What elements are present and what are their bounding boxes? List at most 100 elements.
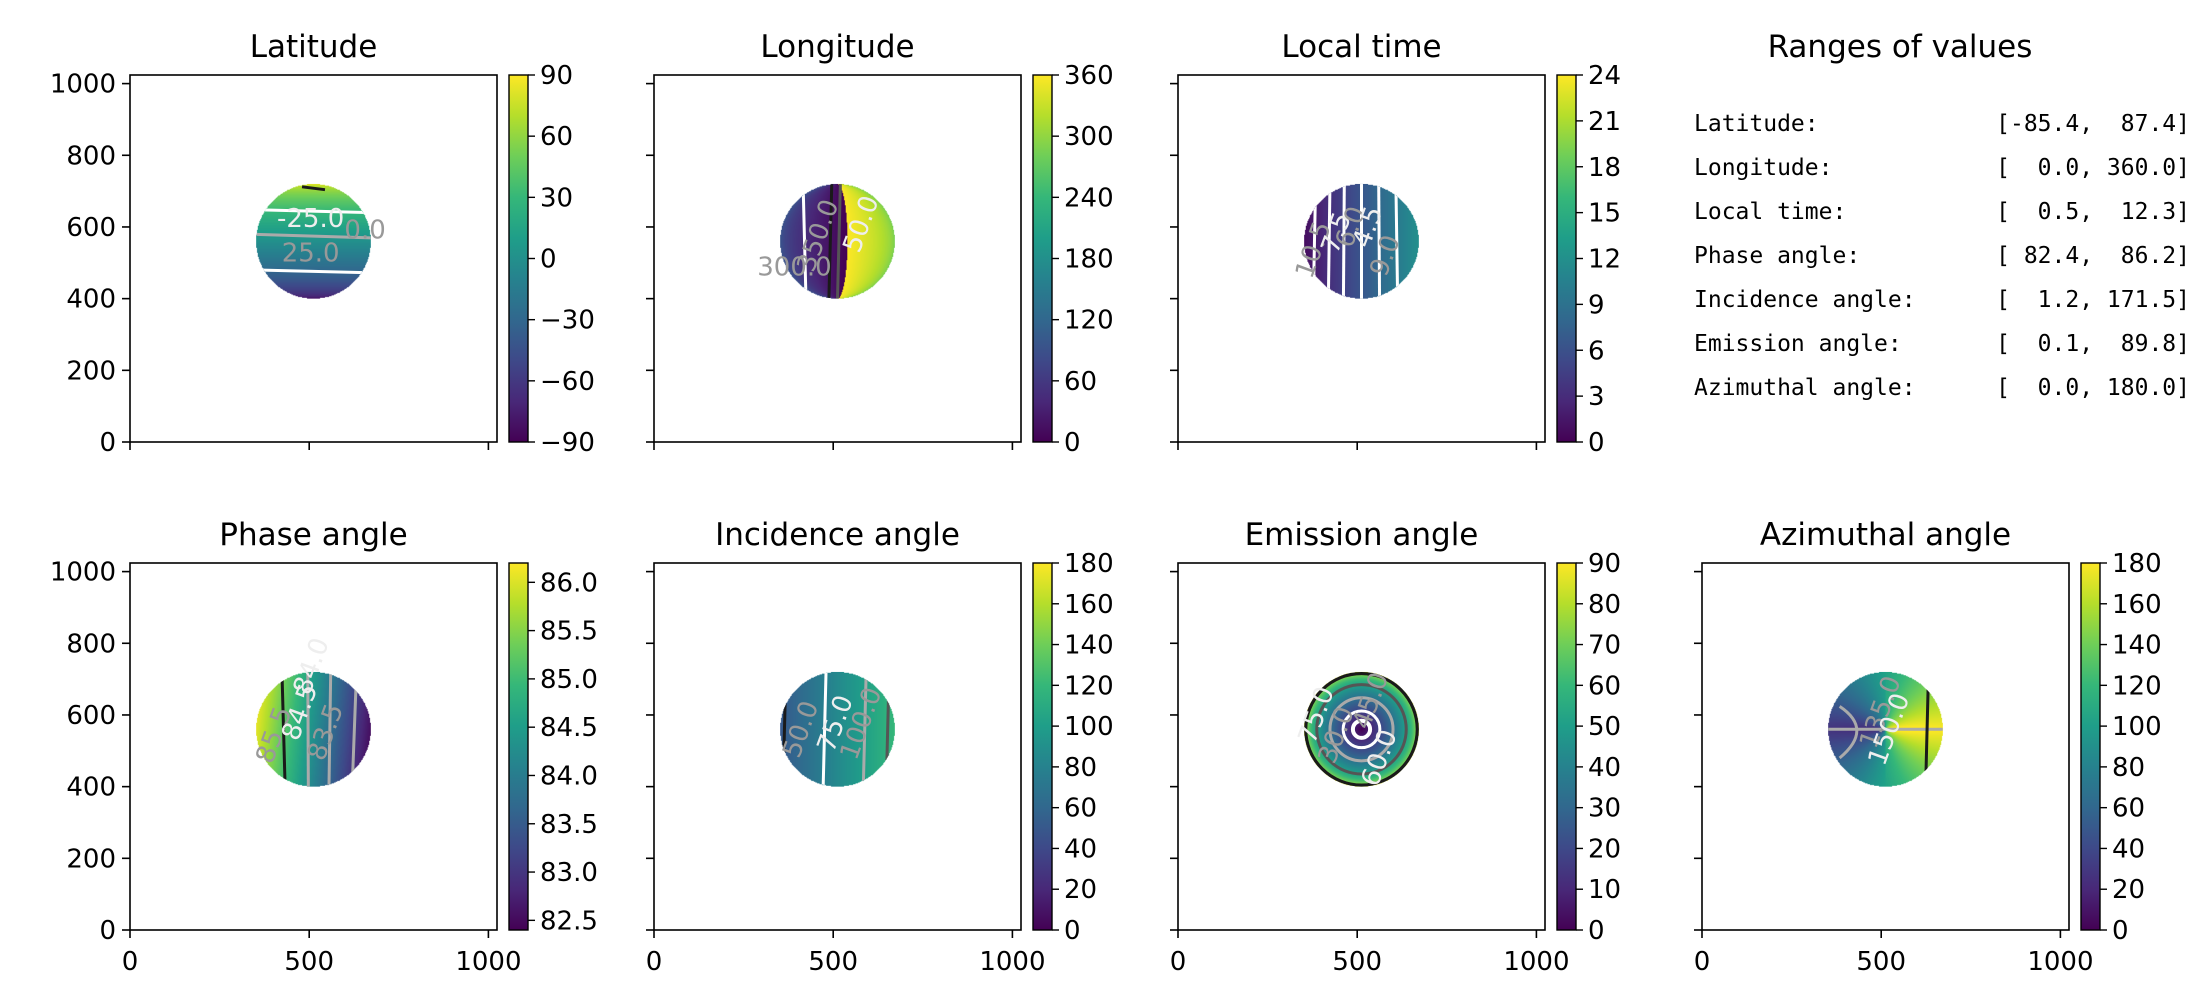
colorbar-tick-label: 80 bbox=[1588, 590, 1621, 620]
colorbar-tick-label: 21 bbox=[1588, 107, 1621, 137]
contour-line bbox=[327, 671, 333, 787]
range-value: [ 0.0, 180.0] bbox=[1996, 375, 2190, 401]
contour-line bbox=[861, 671, 868, 787]
disk-heatmap bbox=[780, 671, 895, 787]
colorbar-tick-label: −90 bbox=[540, 428, 595, 458]
contour-line bbox=[306, 671, 310, 787]
x-tick-label: 0 bbox=[646, 947, 663, 977]
colorbar-tick-label: −60 bbox=[540, 367, 595, 397]
contour-lines bbox=[801, 183, 842, 299]
contour-line bbox=[280, 671, 287, 787]
colorbar-tick-label: 0 bbox=[1064, 916, 1081, 946]
disk-heatmap bbox=[256, 183, 371, 299]
range-label: Local time: bbox=[1694, 199, 1846, 225]
range-label: Latitude: bbox=[1694, 111, 1819, 137]
y-tick-label: 1000 bbox=[50, 558, 116, 588]
colorbar-tick-label: 120 bbox=[2112, 671, 2162, 701]
colorbar-tick-label: 360 bbox=[1064, 61, 1114, 91]
colorbar-tick-label: 120 bbox=[1064, 306, 1114, 336]
colorbar-tick-label: 0 bbox=[1064, 428, 1081, 458]
colorbar bbox=[508, 562, 529, 931]
contour-line bbox=[1304, 671, 1419, 787]
contour-line bbox=[256, 232, 371, 240]
contour-line bbox=[821, 671, 828, 787]
colorbar-tick-label: 240 bbox=[1064, 183, 1114, 213]
contour-line bbox=[1326, 183, 1332, 299]
range-value: [ 0.5, 12.3] bbox=[1996, 199, 2190, 225]
colorbar-tick-label: 40 bbox=[2112, 834, 2145, 864]
panel-title: Longitude bbox=[760, 29, 914, 65]
panel-title: Incidence angle bbox=[715, 517, 960, 553]
colorbar-tick-label: 60 bbox=[1064, 367, 1097, 397]
colorbar-tick-label: 60 bbox=[1064, 794, 1097, 824]
contour-lines bbox=[1828, 671, 1943, 787]
colorbar-tick-label: 300 bbox=[1064, 122, 1114, 152]
panel-title: Phase angle bbox=[219, 517, 407, 553]
x-tick-label: 0 bbox=[122, 947, 139, 977]
colorbar-tick-label: 86.0 bbox=[540, 568, 598, 598]
colorbar-tick-label: 20 bbox=[1588, 834, 1621, 864]
colorbar-tick-label: 20 bbox=[1064, 875, 1097, 905]
range-value: [ 0.1, 89.8] bbox=[1996, 331, 2190, 357]
contour-lines bbox=[280, 671, 359, 787]
colorbar-tick-label: 140 bbox=[2112, 631, 2162, 661]
panel-title: Local time bbox=[1281, 29, 1441, 65]
contour-lines bbox=[256, 185, 371, 275]
colorbar-tick-label: 12 bbox=[1588, 245, 1621, 275]
y-tick-label: 600 bbox=[66, 701, 116, 731]
contour-line bbox=[256, 208, 371, 215]
panel-title: Emission angle bbox=[1245, 517, 1479, 553]
contour-line bbox=[1394, 183, 1400, 299]
y-tick-label: 800 bbox=[66, 141, 116, 171]
x-tick-label: 0 bbox=[1694, 947, 1711, 977]
x-tick-label: 0 bbox=[1170, 947, 1187, 977]
panel-phase: Phase angle 85.5 84.5 83.5 84.0 0 200 400 600 800… bbox=[50, 517, 598, 977]
colorbar-tick-label: 180 bbox=[2112, 549, 2162, 579]
contour-line bbox=[1341, 709, 1382, 750]
contour-label: 25.0 bbox=[282, 238, 340, 268]
contour-line bbox=[1315, 683, 1408, 776]
range-value: [-85.4, 87.4] bbox=[1996, 111, 2190, 137]
contour-line bbox=[1350, 718, 1373, 740]
x-tick-label: 1000 bbox=[1503, 947, 1569, 977]
range-label: Incidence angle: bbox=[1694, 287, 1916, 313]
plot-frame bbox=[653, 562, 1022, 931]
colorbar-tick-label: 30 bbox=[1588, 794, 1621, 824]
range-label: Emission angle: bbox=[1694, 331, 1902, 357]
colorbar-tick-label: 80 bbox=[2112, 753, 2145, 783]
range-label: Phase angle: bbox=[1694, 243, 1860, 269]
colorbar bbox=[508, 74, 529, 443]
colorbar-tick-label: 9 bbox=[1588, 290, 1605, 320]
y-tick-label: 400 bbox=[66, 773, 116, 803]
y-tick-label: 0 bbox=[99, 916, 116, 946]
x-tick-label: 500 bbox=[1856, 947, 1906, 977]
contour-label: -25.0 bbox=[277, 204, 344, 234]
contour-line bbox=[1328, 696, 1395, 763]
colorbar-tick-label: −30 bbox=[540, 306, 595, 336]
colorbar-tick-label: 83.0 bbox=[540, 858, 598, 888]
colorbar-tick-label: 60 bbox=[540, 122, 573, 152]
colorbar-tick-label: 70 bbox=[1588, 631, 1621, 661]
y-tick-label: 200 bbox=[66, 844, 116, 874]
colorbar-tick-label: 15 bbox=[1588, 199, 1621, 229]
plot-frame bbox=[1701, 562, 2070, 931]
contour-line bbox=[836, 183, 842, 299]
contour-line bbox=[1838, 705, 1859, 760]
colorbar bbox=[1556, 562, 1577, 931]
colorbar-tick-label: 160 bbox=[2112, 590, 2162, 620]
y-tick-label: 1000 bbox=[50, 70, 116, 100]
colorbar-tick-label: 90 bbox=[1588, 549, 1621, 579]
range-value: [ 82.4, 86.2] bbox=[1996, 243, 2190, 269]
colorbar-tick-label: 6 bbox=[1588, 336, 1605, 366]
colorbar-tick-label: 40 bbox=[1588, 753, 1621, 783]
y-tick-label: 200 bbox=[66, 356, 116, 386]
ranges-title: Ranges of values bbox=[1768, 29, 2033, 65]
colorbar bbox=[1032, 562, 1053, 931]
colorbar-tick-label: 120 bbox=[1064, 671, 1114, 701]
colorbar-tick-label: 100 bbox=[1064, 712, 1114, 742]
